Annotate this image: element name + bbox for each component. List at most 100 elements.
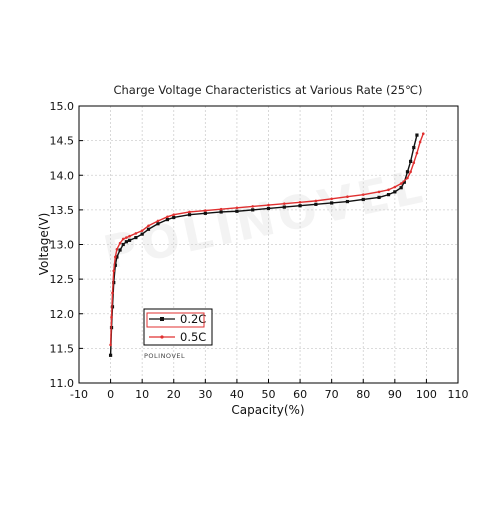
legend-label-0-2c: 0.2C <box>180 312 206 326</box>
data-point-0-2c <box>113 263 117 267</box>
x-tick-label: 70 <box>325 388 339 401</box>
legend-marker-0-2c <box>160 317 164 321</box>
y-tick-label: 14.5 <box>50 135 75 148</box>
y-tick-label: 12.0 <box>50 308 75 321</box>
data-point-0-5c <box>235 206 239 210</box>
data-point-0-2c <box>412 145 416 150</box>
data-point-0-2c <box>219 210 223 214</box>
data-point-0-5c <box>128 234 131 238</box>
data-point-0-5c <box>147 224 150 228</box>
y-tick-label: 15.0 <box>50 100 75 113</box>
data-point-0-2c <box>187 213 192 217</box>
x-tick-label: 30 <box>198 388 212 401</box>
data-point-0-5c <box>399 182 403 185</box>
data-point-0-5c <box>346 195 349 199</box>
x-tick-label: 80 <box>356 388 370 401</box>
data-point-0-2c <box>402 180 406 184</box>
data-point-0-5c <box>121 237 125 241</box>
series-layer <box>108 132 425 357</box>
data-point-0-5c <box>409 170 412 174</box>
data-point-0-2c <box>298 204 302 208</box>
data-point-0-5c <box>125 236 128 239</box>
legend-label-0-5c: 0.5C <box>180 330 206 344</box>
data-point-0-5c <box>118 241 122 245</box>
y-tick-label: 13.5 <box>50 204 75 217</box>
data-point-0-2c <box>134 235 138 240</box>
y-tick-label: 11.5 <box>50 342 75 355</box>
data-point-0-2c <box>361 197 365 202</box>
x-tick-label: -10 <box>70 388 88 401</box>
x-tick-label: 50 <box>262 388 276 401</box>
data-point-0-2c <box>146 227 151 231</box>
data-point-0-2c <box>172 215 176 220</box>
data-point-0-5c <box>110 315 113 319</box>
data-point-0-5c <box>188 210 191 214</box>
data-point-0-2c <box>203 211 207 215</box>
y-tick-label: 12.5 <box>50 273 75 286</box>
data-point-0-5c <box>134 232 138 235</box>
x-axis-label: Capacity(%) <box>231 403 304 417</box>
data-point-0-5c <box>393 185 397 189</box>
y-tick-label: 13.0 <box>50 239 75 252</box>
data-point-0-2c <box>124 240 128 244</box>
data-point-0-5c <box>361 193 365 196</box>
legend-marker-0-5c <box>160 335 164 339</box>
data-point-0-2c <box>405 170 410 174</box>
data-point-0-2c <box>415 133 419 137</box>
data-point-0-5c <box>115 248 119 251</box>
data-point-0-5c <box>415 151 419 155</box>
data-point-0-5c <box>267 203 270 207</box>
y-tick-label: 11.0 <box>50 377 75 390</box>
y-tick-label: 14.0 <box>50 169 75 182</box>
x-tick-label: 40 <box>230 388 244 401</box>
data-point-0-5c <box>387 188 390 192</box>
chart-title: Charge Voltage Characteristics at Variou… <box>113 83 422 97</box>
data-point-0-5c <box>111 291 114 295</box>
tick-layer: -10 0 10 20 30 40 50 60 70 80 90 100 110 11.0 11.5 12.0… <box>50 100 469 401</box>
data-point-0-2c <box>330 201 334 205</box>
data-point-0-2c <box>266 206 271 211</box>
data-point-0-5c <box>114 255 117 259</box>
data-point-0-2c <box>409 159 413 163</box>
series-0-5c <box>109 132 425 347</box>
data-point-0-5c <box>204 209 207 212</box>
data-point-0-5c <box>298 200 302 204</box>
data-point-0-2c <box>393 190 397 194</box>
data-point-0-5c <box>330 197 333 201</box>
series-0-2c <box>108 133 419 357</box>
data-point-0-5c <box>377 190 381 194</box>
data-point-0-2c <box>127 238 132 242</box>
data-point-0-2c <box>121 242 125 247</box>
data-point-0-2c <box>115 255 119 259</box>
data-point-0-5c <box>156 219 160 223</box>
x-tick-label: 20 <box>167 388 181 401</box>
x-tick-label: 110 <box>448 388 469 401</box>
data-point-0-2c <box>314 202 318 206</box>
brand-label: POLINOVEL <box>144 352 185 360</box>
data-point-0-2c <box>235 209 239 213</box>
x-tick-label: 10 <box>135 388 149 401</box>
data-point-0-5c <box>406 176 409 180</box>
data-point-0-5c <box>251 205 255 208</box>
data-point-0-2c <box>386 193 391 197</box>
data-point-0-2c <box>282 205 286 209</box>
data-point-0-2c <box>108 353 113 357</box>
data-point-0-5c <box>219 207 223 211</box>
y-axis-label: Voltage(V) <box>37 213 51 276</box>
x-tick-label: 60 <box>293 388 307 401</box>
data-point-0-5c <box>172 213 176 217</box>
x-tick-label: 0 <box>107 388 114 401</box>
data-point-0-5c <box>109 343 112 347</box>
data-point-0-2c <box>140 232 144 236</box>
data-point-0-2c <box>345 199 350 204</box>
legend-highlight <box>146 312 205 328</box>
data-point-0-5c <box>282 202 286 205</box>
data-point-0-5c <box>418 140 422 144</box>
data-point-0-2c <box>399 186 403 190</box>
data-point-0-5c <box>421 132 425 135</box>
data-point-0-2c <box>156 222 160 226</box>
data-point-0-5c <box>412 161 416 165</box>
data-point-0-5c <box>166 215 169 219</box>
data-point-0-5c <box>112 269 116 273</box>
